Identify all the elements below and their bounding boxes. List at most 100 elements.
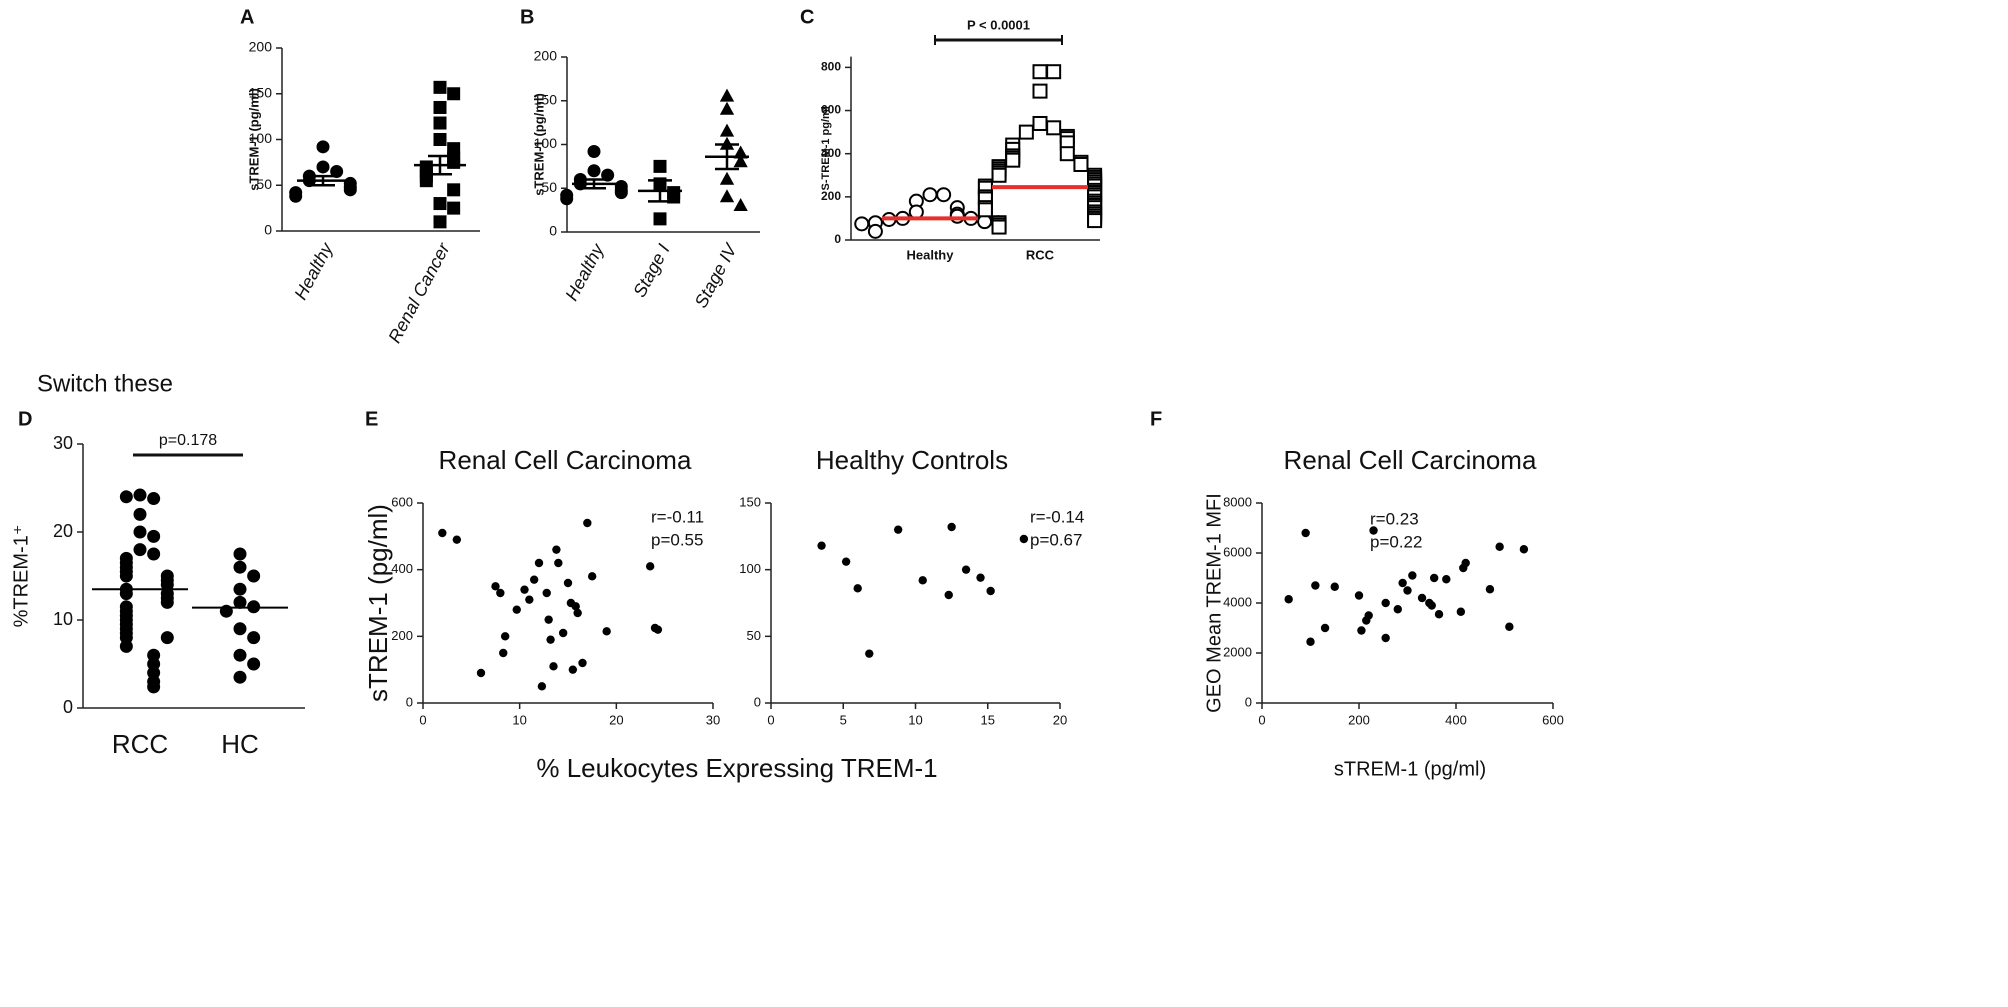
data-point xyxy=(452,535,462,544)
data-point xyxy=(546,635,555,644)
data-point xyxy=(893,525,903,534)
data-point xyxy=(560,192,574,206)
x-tick-label: Healthy xyxy=(907,247,955,262)
data-point xyxy=(1495,542,1504,551)
data-point xyxy=(645,562,655,571)
y-axis-label: S-TREM-1 pg/ml xyxy=(820,106,832,190)
data-point xyxy=(447,155,461,169)
data-point xyxy=(1408,571,1417,580)
annotation: r=-0.14 xyxy=(1030,507,1084,526)
data-point xyxy=(1019,534,1029,544)
y-tick-label: 150 xyxy=(249,84,273,100)
data-point xyxy=(733,197,748,211)
data-point xyxy=(499,648,508,658)
data-point xyxy=(991,167,1007,183)
data-point xyxy=(1046,120,1062,136)
data-point xyxy=(854,216,870,232)
data-point xyxy=(568,665,578,674)
annotation: p=0.55 xyxy=(651,530,703,549)
data-point xyxy=(147,529,161,543)
y-axis-label: sTREM-1 (pg/ml) xyxy=(531,93,546,196)
y-tick-label: 800 xyxy=(821,60,841,74)
data-point xyxy=(447,87,461,101)
data-point xyxy=(160,595,174,609)
y-tick-label: 100 xyxy=(534,135,558,151)
data-point xyxy=(119,639,133,653)
y-axis-label: sTREM-1 (pg/ml) xyxy=(363,504,393,702)
data-point xyxy=(1301,528,1310,538)
data-point xyxy=(587,572,597,581)
data-point xyxy=(563,578,573,588)
data-point xyxy=(922,187,938,203)
data-point xyxy=(147,680,161,694)
x-tick-label: 5 xyxy=(840,712,847,727)
y-tick-label: 30 xyxy=(53,433,73,453)
data-point xyxy=(1403,586,1412,595)
data-point xyxy=(529,575,539,584)
data-point xyxy=(719,101,735,115)
x-tick-label: Renal Cancer xyxy=(384,239,454,346)
x-tick-label: 200 xyxy=(1348,712,1370,727)
data-point xyxy=(1032,64,1048,80)
panel-label: D xyxy=(18,408,32,430)
data-point xyxy=(544,615,553,624)
x-tick-label: 400 xyxy=(1445,712,1467,727)
data-point xyxy=(330,165,344,179)
y-tick-label: 2000 xyxy=(1223,644,1252,659)
data-point xyxy=(653,159,667,173)
data-point xyxy=(583,518,592,528)
data-point xyxy=(447,183,461,197)
panel-label: C xyxy=(800,6,814,28)
data-point xyxy=(552,545,561,554)
panel-label: A xyxy=(240,6,254,28)
data-point xyxy=(949,208,965,224)
y-tick-label: 0 xyxy=(264,222,272,238)
data-point xyxy=(537,682,547,691)
data-point xyxy=(719,123,735,137)
x-tick-label: Healthy xyxy=(290,239,337,303)
chart-title: Renal Cell Carcinoma xyxy=(439,445,692,475)
y-tick-label: 150 xyxy=(534,91,558,107)
annotation: r=-0.11 xyxy=(651,507,704,526)
data-point xyxy=(133,507,147,521)
y-tick-label: 6000 xyxy=(1223,544,1252,559)
data-point xyxy=(433,197,447,211)
data-point xyxy=(1306,637,1315,646)
annotation: p=0.178 xyxy=(159,432,217,449)
y-tick-label: 400 xyxy=(821,146,841,160)
data-point xyxy=(133,488,147,502)
data-point xyxy=(1087,213,1103,229)
data-point xyxy=(1364,611,1373,620)
data-point xyxy=(719,136,735,150)
data-point xyxy=(961,565,971,574)
data-point xyxy=(433,116,447,130)
panel-label: E xyxy=(365,408,378,430)
x-axis-label: sTREM-1 (pg/ml) xyxy=(1334,758,1486,780)
chart-title: Switch these xyxy=(37,370,173,397)
data-point xyxy=(817,541,826,550)
data-point xyxy=(587,164,601,178)
data-point xyxy=(587,145,601,158)
data-point xyxy=(1357,626,1366,635)
data-point xyxy=(133,525,147,539)
y-tick-label: 10 xyxy=(53,609,73,629)
data-point xyxy=(1354,591,1364,600)
x-tick-label: 10 xyxy=(512,712,526,727)
data-point xyxy=(1461,558,1470,568)
y-tick-label: 8000 xyxy=(1223,494,1252,509)
x-tick-label: RCC xyxy=(112,729,168,759)
data-point xyxy=(853,584,862,593)
data-point xyxy=(1381,598,1390,608)
data-point xyxy=(1369,526,1378,535)
data-point xyxy=(496,588,505,598)
y-tick-label: 0 xyxy=(754,694,761,709)
data-point xyxy=(1427,601,1436,610)
x-tick-label: 0 xyxy=(1258,712,1265,727)
data-point xyxy=(1059,146,1075,162)
data-point xyxy=(476,668,486,678)
data-point xyxy=(433,215,447,229)
x-tick-label: 30 xyxy=(706,712,720,727)
data-point xyxy=(1519,545,1529,554)
data-point xyxy=(1434,610,1444,619)
